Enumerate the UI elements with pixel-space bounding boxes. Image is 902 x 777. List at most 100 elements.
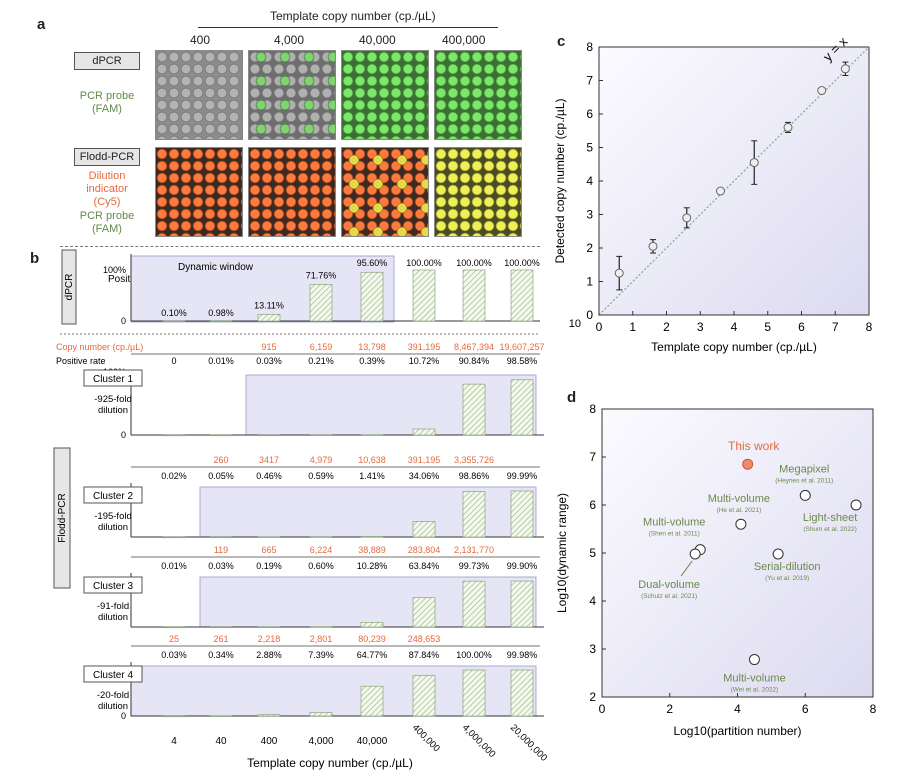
panel-b-x-tick-7: 20,000,000 <box>508 722 549 763</box>
cluster-1-rate-label-4: 0.39% <box>359 356 385 366</box>
positive-rate-label: Positive rate <box>56 356 106 366</box>
cluster-3-bar-5 <box>412 597 436 628</box>
dpcr-bar-5 <box>412 269 436 322</box>
cluster-4-rate-label-0: 0.03% <box>161 650 187 660</box>
cluster-2-rate-label-0: 0.02% <box>161 471 187 481</box>
micrograph-flodd-4000 <box>248 147 336 237</box>
panel-c-y-tick-5: 5 <box>586 141 593 155</box>
flodd-badge: Flodd-PCR <box>74 148 140 166</box>
panel-d-point-label-2: Light-sheet <box>803 512 857 524</box>
panel-d-point-label-6: Serial-dilution <box>754 561 821 573</box>
cluster-3-rate-label-5: 63.84% <box>409 561 440 571</box>
panel-b-x-tick-6: 4,000,000 <box>460 722 498 760</box>
cluster-1-rate-label-7: 98.58% <box>507 356 538 366</box>
panel-d-y-tick-0: 2 <box>589 690 596 704</box>
cluster-3-rate-label-7: 99.90% <box>507 561 538 571</box>
panel-c-y-tick-1: 1 <box>586 275 593 289</box>
dpcr-side-tab <box>61 249 77 325</box>
cluster-1-dilution-2: dilution <box>98 405 128 416</box>
panel-d-x-tick-2: 4 <box>734 702 741 716</box>
panel-b-x-tick-1: 40 <box>215 736 227 747</box>
dpcr-bar-4 <box>360 271 384 322</box>
panel-d-point-label-5: Dual-volume <box>638 579 700 591</box>
cluster-2-name: Cluster 2 <box>93 491 133 502</box>
panel-c-x-tick-6: 6 <box>798 320 805 334</box>
panel-d-dual-volume-arrow <box>680 560 693 577</box>
cluster-2-bar-7 <box>510 490 534 538</box>
panel-c-x-tick-2: 2 <box>663 320 670 334</box>
panel-d-x-tick-0: 0 <box>599 702 606 716</box>
panel-a-col-1: 400 <box>190 33 211 47</box>
panel-c-ylabel: Detected copy number (cp./µL) <box>553 99 567 264</box>
flodd-side-tab <box>53 447 71 589</box>
cluster-4-dilution-1: -20-fold <box>97 690 129 701</box>
panel-d-point-ref-2: (Shum et al. 2022) <box>803 526 856 533</box>
cluster-3-bar-0 <box>162 626 186 629</box>
cluster-4-rate-label-1: 0.34% <box>208 650 234 660</box>
panel-d-point-2 <box>850 499 862 511</box>
cluster-1-bar-5 <box>412 428 436 436</box>
cluster-1-y-tick-0: 0 <box>121 430 126 440</box>
cluster-3-copy-number-1: 119 <box>214 545 228 555</box>
panel-c-y-tick-0: 0 <box>586 308 593 322</box>
flodd-probe-line-2: (FAM) <box>92 223 122 235</box>
micrograph-dpcr-400 <box>155 50 243 140</box>
cluster-3-bar-2 <box>257 626 281 629</box>
panel-c-axis-base: 10 <box>569 318 581 330</box>
cluster-3-copy-number-3: 6,224 <box>310 545 333 555</box>
cluster-2-copy-number-5: 391,195 <box>408 455 441 465</box>
cluster-4-bar-3 <box>309 712 333 717</box>
panel-d-point-ref-5: (Schulz et al. 2021) <box>641 593 697 600</box>
panel-d-plot-area <box>601 408 874 698</box>
flodd-side-label: Flodd-PCR <box>57 493 68 542</box>
panel-d-point-label-7: Multi-volume <box>723 673 785 685</box>
cluster-1-rate-label-5: 10.72% <box>409 356 440 366</box>
panel-d-y-tick-1: 3 <box>589 642 596 656</box>
dpcr-badge: dPCR <box>74 52 140 70</box>
panel-c-x-tick-1: 1 <box>629 320 636 334</box>
cluster-2-dilution-1: -195-fold <box>94 511 132 522</box>
panel-d-point-label-1: Megapixel <box>779 463 829 475</box>
cluster-3-bar-7 <box>510 580 534 628</box>
cluster-4-name: Cluster 4 <box>93 670 133 681</box>
panel-c-y-tick-7: 7 <box>586 74 593 88</box>
panel-d-y-tick-4: 6 <box>589 498 596 512</box>
cluster-2-rate-label-7: 99.99% <box>507 471 538 481</box>
cluster-3-bar-1 <box>209 626 233 629</box>
dpcr-y-tick-0: 0 <box>121 316 126 326</box>
panel-d-x-tick-3: 6 <box>802 702 809 716</box>
cluster-1-copy-number-7: 19,607,257 <box>499 342 544 352</box>
panel-c-y-tick-6: 6 <box>586 107 593 121</box>
cluster-3-dilution-2: dilution <box>98 612 128 623</box>
dpcr-side-label: dPCR <box>64 274 75 301</box>
panel-c-y-tick-4: 4 <box>586 174 593 188</box>
cluster-2-bar-4 <box>360 536 384 538</box>
cluster-4-bar-7 <box>510 669 534 717</box>
panel-d-x-tick-4: 8 <box>870 702 877 716</box>
panel-a-header-line <box>198 27 498 28</box>
panel-d-point-label-4: Multi-volume <box>643 517 705 529</box>
cluster-1-bar-6 <box>462 383 486 436</box>
panel-d-point-ref-7: (Wei et al. 2022) <box>731 687 779 694</box>
cluster-4-bar-6 <box>462 669 486 717</box>
cluster-3-copy-number-5: 283,804 <box>408 545 441 555</box>
cluster-1-copy-number-3: 6,159 <box>310 342 333 352</box>
dpcr-bar-2 <box>257 314 281 322</box>
cluster-1-rate-label-6: 90.84% <box>459 356 490 366</box>
cluster-4-copy-number-2: 2,218 <box>258 634 281 644</box>
flodd-indicator-label: Dilution indicator (Cy5) <box>72 170 142 209</box>
panel-c-point-1 <box>648 241 658 251</box>
cluster-1-bar-4 <box>360 434 384 436</box>
flodd-indicator-line-1: Dilution <box>88 170 126 182</box>
panel-d-x-tick-1: 2 <box>666 702 673 716</box>
cluster-4-copy-number-4: 80,239 <box>358 634 386 644</box>
panel-c-x-tick-3: 3 <box>697 320 704 334</box>
cluster-1-copy-number-5: 391,195 <box>408 342 441 352</box>
dpcr-bar-6 <box>462 269 486 322</box>
cluster-2-copy-number-4: 10,638 <box>358 455 386 465</box>
cluster-2-rate-label-6: 98.86% <box>459 471 490 481</box>
dpcr-bar-label-1: 0.98% <box>208 308 234 318</box>
cluster-3-bar-6 <box>462 580 486 628</box>
